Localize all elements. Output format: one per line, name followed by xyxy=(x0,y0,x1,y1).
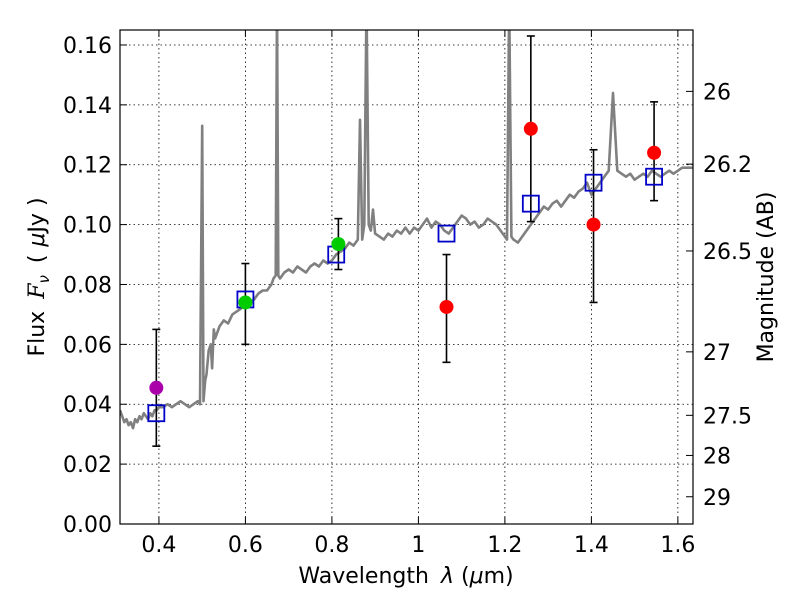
model-photometry-square xyxy=(645,167,663,186)
model-photometry-markers xyxy=(147,167,663,423)
model-spectrum xyxy=(120,30,693,430)
y2-tick-label: 26 xyxy=(703,80,731,105)
observed-photometry-markers xyxy=(149,121,662,395)
y2-axis-label: Magnitude (AB) xyxy=(754,192,779,363)
y2-tick-label: 26.2 xyxy=(703,153,752,178)
error-bars xyxy=(152,35,659,447)
observed-flux-point xyxy=(149,380,164,395)
model-photometry-square xyxy=(437,224,456,243)
x-axis-label: Wavelength λ (μm) xyxy=(298,564,513,589)
x-tick-label: 0.8 xyxy=(314,533,349,558)
model-photometry-square xyxy=(521,194,540,213)
y2-tick-label: 26.5 xyxy=(703,240,752,265)
y-tick-label: 0.02 xyxy=(63,453,112,478)
observed-flux-point xyxy=(647,145,662,160)
x-tick-label: 1.6 xyxy=(660,533,695,558)
x-tick-label: 0.6 xyxy=(228,533,263,558)
y2-tick-label: 29 xyxy=(703,486,731,511)
y2-tick-label: 27 xyxy=(703,341,731,366)
x-tick-label: 1 xyxy=(411,533,425,558)
y-tick-label: 0.04 xyxy=(63,393,112,418)
y-tick-label: 0.08 xyxy=(63,273,112,298)
y2-tick-label: 27.5 xyxy=(703,404,752,429)
model-photometry-square xyxy=(584,173,603,192)
axis-ticks: 0.4 0.6 0.8 1 1.2 1.4 1.6 0.00 0.02 0.04 0.06 0.08 0… xyxy=(63,30,752,558)
plot-frame xyxy=(119,29,694,525)
observed-flux-point xyxy=(331,237,346,252)
grid xyxy=(120,30,693,525)
y-tick-label: 0.10 xyxy=(63,214,112,239)
model-photometry-square xyxy=(147,404,166,423)
observed-flux-point xyxy=(586,217,601,232)
y-tick-label: 0.12 xyxy=(63,154,112,179)
model-spectrum-line xyxy=(120,30,693,430)
y2-tick-label: 28 xyxy=(703,444,731,469)
observed-flux-point xyxy=(523,121,538,136)
x-tick-label: 1.4 xyxy=(574,533,609,558)
observed-flux-point xyxy=(439,299,454,314)
y-tick-label: 0.06 xyxy=(63,333,112,358)
x-tick-label: 0.4 xyxy=(141,533,176,558)
observed-flux-point xyxy=(238,295,253,310)
y-tick-label: 0.16 xyxy=(63,34,112,59)
y-tick-label: 0.14 xyxy=(63,94,112,119)
y-tick-label: 0.00 xyxy=(63,513,112,538)
y-axis-label: FluxFν(μJy ) xyxy=(25,197,53,356)
x-tick-label: 1.2 xyxy=(487,533,522,558)
